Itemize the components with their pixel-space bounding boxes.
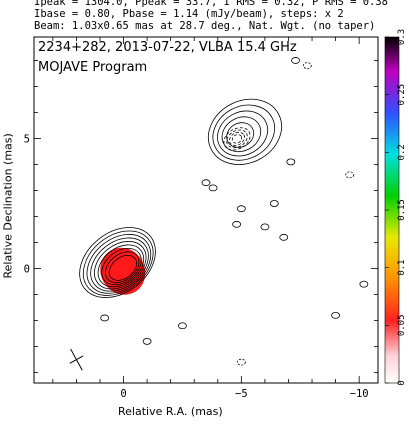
small-contour bbox=[236, 358, 246, 366]
colorbar-tick-label: 0.05 bbox=[397, 314, 407, 336]
core-contour bbox=[101, 247, 142, 286]
plot-title: 2234+282, 2013-07-22, VLBA 15.4 GHz bbox=[38, 40, 297, 55]
beam-minor-axis bbox=[69, 355, 84, 364]
y-tick-label: 5 bbox=[24, 133, 30, 145]
x-axis-label: Relative R.A. (mas) bbox=[118, 405, 223, 418]
small-contour bbox=[232, 220, 242, 228]
jet-polarization-contour bbox=[226, 129, 248, 149]
colorbar-tick-label: 0.25 bbox=[397, 84, 407, 106]
x-tick-label: −10 bbox=[350, 388, 369, 400]
header-line-2: Ibase = 0.80, Pbase = 1.14 (mJy/beam), s… bbox=[34, 8, 344, 20]
jet-contour bbox=[212, 104, 276, 161]
small-contour bbox=[236, 205, 246, 213]
y-axis-label: Relative Declination (mas) bbox=[1, 133, 15, 279]
plot-subtitle: MOJAVE Program bbox=[38, 60, 148, 75]
colorbar-tick-label: 0.2 bbox=[397, 144, 407, 160]
core-contour bbox=[86, 234, 152, 294]
small-contour bbox=[331, 311, 340, 319]
small-contour bbox=[142, 337, 152, 345]
core-contour bbox=[97, 244, 145, 288]
core-contour bbox=[82, 230, 154, 296]
small-contour bbox=[100, 314, 110, 322]
header-line-1: Ipeak = 1304.0, Ppeak = 33.7, I RMS = 0.… bbox=[34, 0, 389, 8]
small-contour bbox=[359, 280, 369, 288]
small-contour bbox=[178, 322, 187, 330]
jet-polarization-contour bbox=[223, 127, 251, 151]
small-contour bbox=[208, 184, 218, 192]
colorbar-tick-label: 0 bbox=[397, 380, 407, 385]
small-contour bbox=[345, 171, 355, 179]
x-tick-label: −5 bbox=[235, 388, 248, 400]
y-tick-label: 0 bbox=[24, 264, 30, 276]
small-contour bbox=[269, 200, 279, 207]
colorbar-tick-label: 0.1 bbox=[397, 260, 407, 276]
small-contour bbox=[260, 223, 270, 231]
small-contour bbox=[286, 158, 296, 166]
colorbar-tick-label: 0.3 bbox=[397, 29, 407, 45]
small-contour bbox=[201, 179, 211, 187]
jet-contour bbox=[208, 98, 282, 165]
jet-contour bbox=[226, 122, 255, 148]
small-contour bbox=[279, 233, 289, 241]
core-contour bbox=[105, 251, 140, 283]
core-contour bbox=[108, 254, 137, 281]
core-contour bbox=[90, 237, 149, 292]
jet-polarization-contour bbox=[229, 131, 245, 146]
x-tick-label: 0 bbox=[120, 388, 126, 400]
header-line-3: Beam: 1.03x0.65 mas at 28.7 deg., Nat. W… bbox=[34, 20, 376, 32]
small-contour bbox=[291, 57, 300, 64]
small-contour bbox=[302, 62, 312, 70]
jet-contour bbox=[217, 110, 269, 157]
core-contour bbox=[79, 227, 156, 298]
jet-polarization-contour bbox=[231, 134, 243, 144]
core-contour bbox=[94, 241, 147, 290]
plot-frame bbox=[33, 36, 379, 384]
colorbar-tick-label: 0.15 bbox=[397, 199, 407, 221]
